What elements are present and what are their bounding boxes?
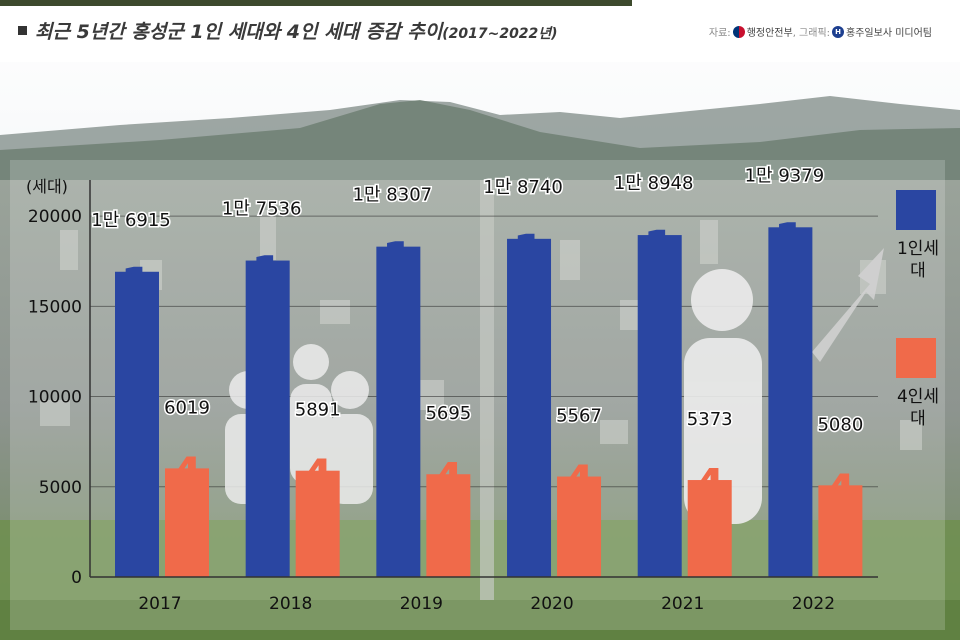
y-tick-label: 15000 [28,297,82,317]
source-agency: 행정안전부 [746,28,793,39]
single-person-silhouette-icon [684,269,762,524]
chart-title-main: 최근 5년간 홍성군 1인 세대와 4인 세대 증감 추이 [35,21,443,43]
bar-glyph-four: 4 [433,454,464,505]
legend-item-four-person: 4인세대 [894,338,942,430]
legend-swatch-four-person [896,338,936,378]
bar-glyph-one: 1 [643,221,676,277]
data-labels: 1만 6915 6019 1만 7536 5891 1만 8307 5695 1만 8740… [90,164,865,437]
data-label-four-person: 5567 [556,406,602,427]
data-label-four-person: 5080 [817,414,863,435]
data-label-four-person: 5891 [295,400,341,421]
bar-one-person [637,235,682,578]
data-label-one-person: 1만 9379 [745,165,825,186]
bar-four-person [557,476,602,577]
bar-glyph-one: 1 [251,247,284,303]
data-label-one-person: 1만 6915 [91,210,171,231]
bar-glyph-one: 1 [512,225,545,281]
x-tick-label: 2018 [269,594,312,614]
bar-four-person [818,485,863,577]
legend-label-one-person: 1인세대 [896,239,940,281]
x-tick-label: 2021 [661,594,704,614]
x-tick-label: 2020 [530,594,573,614]
legend-label-four-person: 4인세대 [896,387,940,429]
data-label-one-person: 1만 8740 [483,177,563,198]
data-label-one-person: 1만 8307 [353,185,433,206]
y-axis-label: (세대) [26,177,68,196]
source-publisher: 홍주일보사 미디어팀 [846,28,932,39]
y-tick-label: 20000 [28,207,82,227]
y-tick-label: 5000 [39,478,82,498]
x-tick-label: 2017 [138,594,181,614]
bar-four-person [295,470,340,577]
source-label: 자료: [708,28,731,39]
bar-one-person [376,246,421,578]
graphic-label: , 그래픽: [792,28,831,39]
data-label-four-person: 5373 [687,409,733,430]
title-bar: 최근 5년간 홍성군 1인 세대와 4인 세대 증감 추이(2017~2022년… [0,0,960,62]
axes: (세대) [26,177,878,578]
y-tick-labels: 0 5000 10000 15000 20000 [28,207,82,588]
legend-swatch-one-person [896,190,936,230]
bar-glyph-four: 4 [694,460,725,511]
bar-glyph-one: 1 [774,213,807,269]
chart-title-sub: (2017~2022년) [442,26,558,42]
title-bullet [18,26,27,35]
bar-glyph-one: 1 [382,233,415,289]
bar-glyph-one: 1 [120,258,153,314]
publisher-logo-icon: H [832,26,845,38]
data-label-four-person: 5695 [425,403,471,424]
bar-glyph-four: 4 [825,465,856,516]
bar-one-person [507,238,552,577]
x-tick-label: 2022 [792,594,835,614]
trend-arrow-icon [812,248,884,362]
source-credit: 자료: 행정안전부, 그래픽: H 홍주일보사 미디어팀 [709,24,932,39]
x-tick-labels: 2017 2018 2019 2020 2021 2022 [138,594,835,614]
y-tick-label: 0 [71,568,82,588]
bar-four-person [687,480,732,577]
bar-glyph-four: 4 [302,451,333,502]
bar-one-person [115,271,159,577]
x-tick-label: 2019 [400,594,443,614]
bar-glyph-four: 4 [172,448,203,499]
bar-four-person [165,468,209,577]
bars: 1 4 1 4 1 4 1 4 1 4 1 4 [115,213,863,578]
chart-title: 최근 5년간 홍성군 1인 세대와 4인 세대 증감 추이(2017~2022년… [18,17,558,44]
bar-four-person [426,474,471,577]
title-rule [0,0,632,6]
data-label-one-person: 1만 8948 [614,173,694,194]
bar-one-person [245,260,290,577]
data-label-four-person: 6019 [164,397,210,418]
government-emblem-icon [732,26,745,38]
bar-one-person [768,227,813,578]
y-tick-label: 10000 [28,388,82,408]
bar-glyph-four: 4 [564,457,595,508]
legend-item-one-person: 1인세대 [894,190,942,282]
data-label-one-person: 1만 7536 [222,199,302,220]
